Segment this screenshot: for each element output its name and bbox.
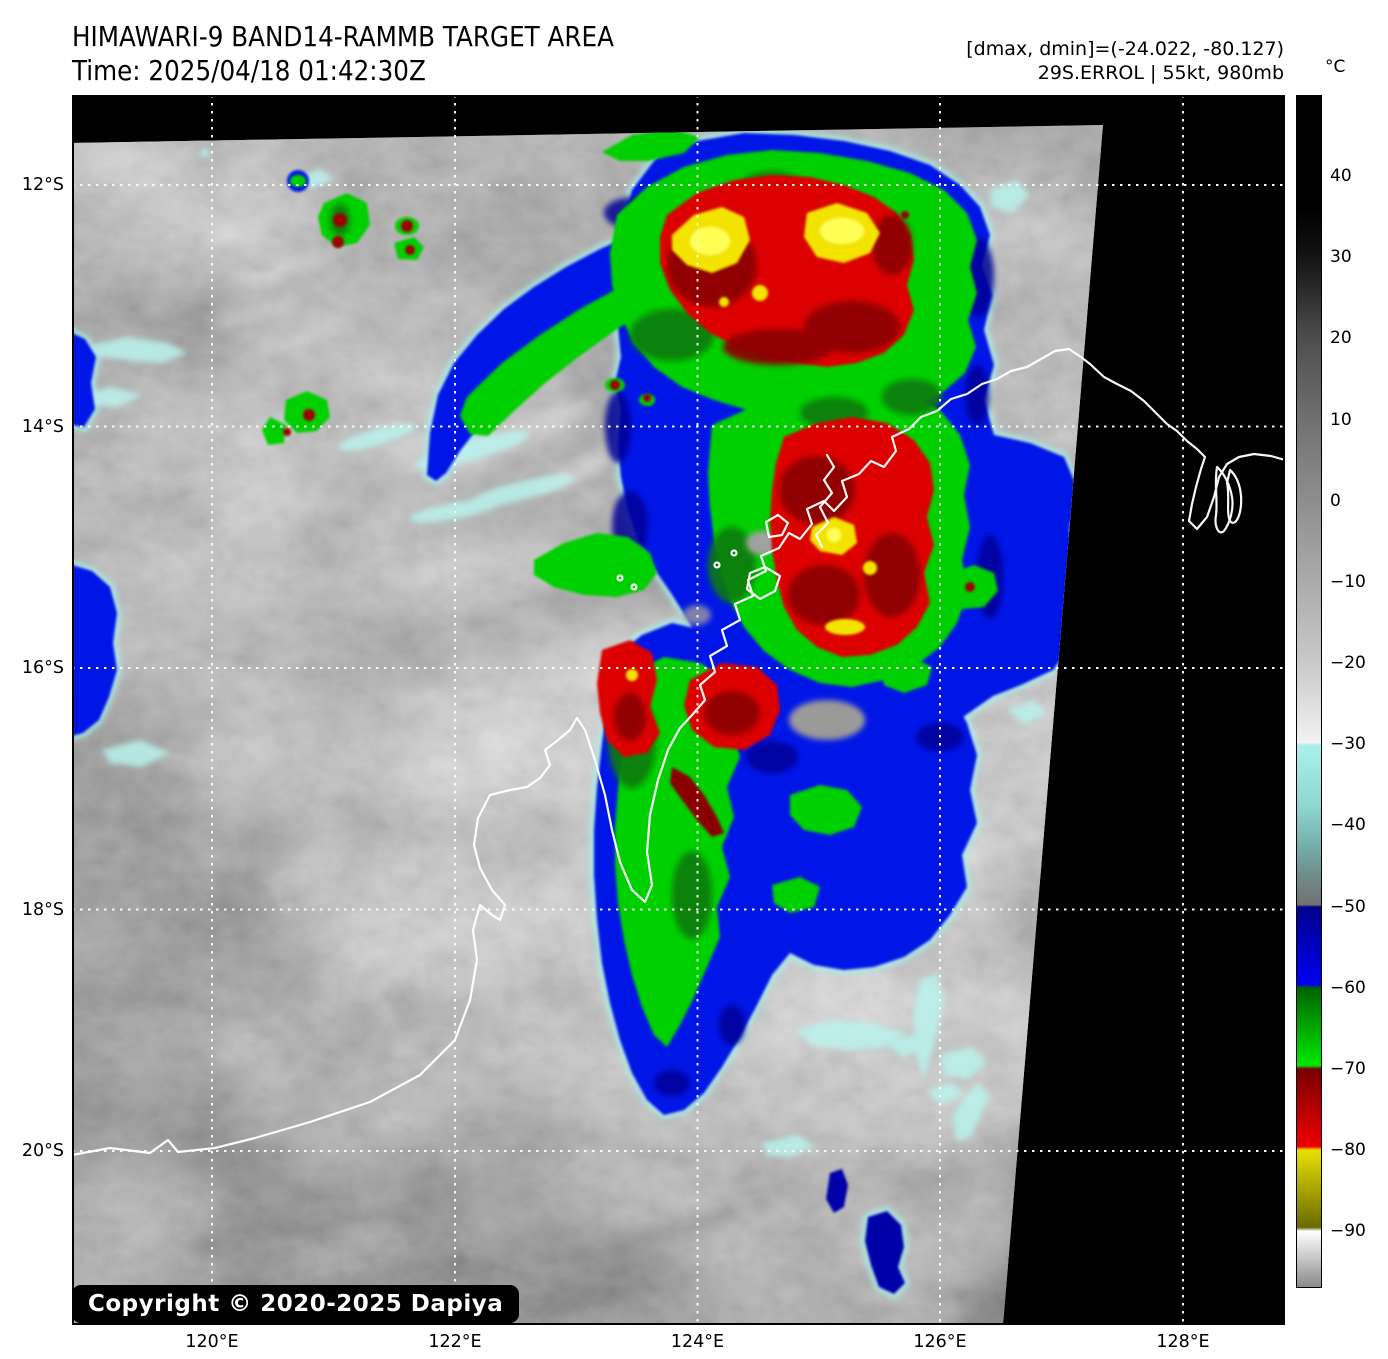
satellite-image-plot bbox=[72, 95, 1285, 1325]
satellite-image bbox=[72, 95, 1285, 1325]
lat-label: 14°S bbox=[21, 416, 64, 437]
colorbar-unit-label: °C bbox=[1325, 57, 1346, 77]
page-title: HIMAWARI-9 BAND14-RAMMB TARGET AREA Time… bbox=[72, 20, 614, 88]
lon-label: 124°E bbox=[670, 1332, 725, 1352]
lat-label: 18°S bbox=[21, 899, 64, 920]
grid-lines bbox=[72, 95, 1285, 1325]
temperature-colorbar bbox=[1296, 95, 1322, 1288]
lat-label: 20°S bbox=[21, 1141, 64, 1161]
product-title: HIMAWARI-9 BAND14-RAMMB TARGET AREA bbox=[72, 20, 614, 53]
product-time: Time: 2025/04/18 01:42:30Z bbox=[72, 54, 426, 87]
data-swath bbox=[72, 125, 1103, 1325]
colorbar-tick: 30 bbox=[1330, 247, 1352, 268]
colorbar-tick: 40 bbox=[1330, 166, 1352, 187]
colorbar-tick: −60 bbox=[1330, 977, 1366, 998]
dmax-dmin-readout: [dmax, dmin]=(-24.022, -80.127) bbox=[966, 38, 1284, 60]
colorbar-tick: −80 bbox=[1330, 1140, 1366, 1161]
lon-label: 126°E bbox=[913, 1332, 967, 1352]
lon-label: 120°E bbox=[185, 1332, 239, 1352]
colorbar-tick: −70 bbox=[1330, 1058, 1366, 1079]
colorbar-tick: −10 bbox=[1330, 571, 1366, 592]
storm-info: 29S.ERROL | 55kt, 980mb bbox=[1037, 62, 1284, 84]
header-stats: [dmax, dmin]=(-24.022, -80.127) 29S.ERRO… bbox=[966, 37, 1284, 85]
colorbar-tick: −50 bbox=[1330, 896, 1366, 917]
colorbar-tick: −90 bbox=[1330, 1221, 1366, 1242]
lat-label: 16°S bbox=[21, 658, 64, 678]
colorbar-tick: 0 bbox=[1330, 490, 1341, 511]
coastline-overlay bbox=[72, 347, 1285, 1157]
plot-border bbox=[72, 95, 1285, 1325]
lon-label: 128°E bbox=[1156, 1332, 1210, 1352]
lat-label: 12°S bbox=[21, 175, 64, 195]
colorbar-tick: 10 bbox=[1330, 409, 1352, 430]
copyright-badge: Copyright © 2020-2025 Dapiya bbox=[72, 1285, 520, 1323]
colorbar-tick: −20 bbox=[1330, 653, 1366, 674]
colorbar-tick: −30 bbox=[1330, 734, 1366, 755]
colorbar-tick: −40 bbox=[1330, 815, 1366, 836]
lon-label: 122°E bbox=[428, 1332, 482, 1352]
colorbar-tick: 20 bbox=[1330, 328, 1352, 349]
